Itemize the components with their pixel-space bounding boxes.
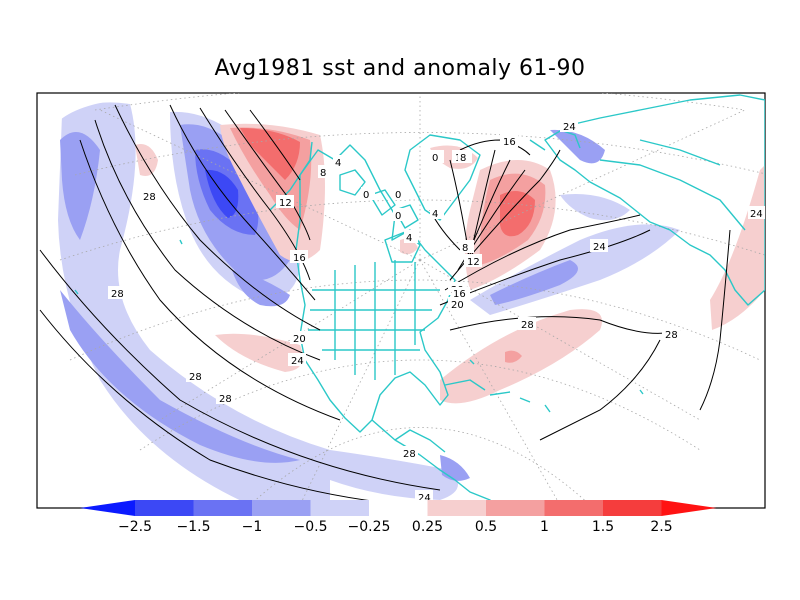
contour-label: 4	[432, 209, 438, 220]
contour-label: 8	[320, 168, 326, 179]
contour-label: 28	[189, 372, 202, 383]
contour-label: 4	[406, 233, 412, 244]
colorbar-tick-label: −0.25	[348, 519, 391, 535]
map-title: Avg1981 sst and anomaly 61-90	[214, 56, 586, 81]
colorbar-tick-label: −0.5	[294, 519, 328, 535]
colorbar-segment	[310, 500, 369, 516]
contour-label: 20	[293, 334, 306, 345]
contour-label: 28	[111, 289, 124, 300]
colorbar-segment	[369, 500, 428, 516]
contour-label: 24	[593, 242, 606, 253]
anomaly-region	[135, 144, 158, 176]
contour-label: 24	[291, 356, 304, 367]
contour-label: 24	[750, 209, 763, 220]
anomaly-region	[205, 169, 239, 218]
anomaly-shading	[58, 102, 765, 505]
anomaly-region	[60, 132, 100, 240]
sst-contours	[39, 104, 731, 508]
colorbar-tick-label: 0.25	[412, 519, 443, 535]
anomaly-region	[505, 350, 522, 363]
contour-label: 24	[418, 493, 431, 504]
anomaly-region	[500, 191, 535, 237]
anomaly-region	[60, 290, 300, 463]
contour-label: 16	[503, 137, 516, 148]
contour-label: 0	[363, 190, 369, 201]
contour-label: 0	[395, 211, 401, 222]
colorbar-segment	[544, 500, 603, 516]
anomaly-region	[560, 194, 630, 221]
contour-label: 24	[563, 122, 576, 133]
contour-label: 0	[395, 190, 401, 201]
contour-label: 16	[293, 253, 306, 264]
colorbar-segment	[80, 500, 135, 516]
colorbar-tick-label: 2.5	[650, 519, 672, 535]
anomaly-region	[490, 260, 578, 305]
colorbar-segment	[193, 500, 252, 516]
anomaly-region	[550, 129, 605, 164]
colorbar-tick-label: 0.5	[475, 519, 497, 535]
contour-label: 8	[462, 243, 468, 254]
contour-label: 8	[460, 153, 466, 164]
colorbar-segment	[486, 500, 545, 516]
colorbar-segment	[135, 500, 194, 516]
colorbar: −2.5 −1.5 −1 −0.5 −0.25 0.25 0.5 1 1.5 2.5	[80, 500, 717, 535]
contour-label: 28	[143, 192, 156, 203]
colorbar-tick-label: −2.5	[118, 519, 152, 535]
anomaly-region	[232, 270, 290, 307]
contour-label: 28	[521, 320, 534, 331]
colorbar-segment	[252, 500, 311, 516]
contour-labels: 28 28 28 28 28 28 28 24 24 24 24 20 20	[108, 119, 765, 504]
colorbar-tick-label: −1	[242, 519, 263, 535]
contour-label: 4	[335, 158, 341, 169]
contour-label: 16	[453, 289, 466, 300]
colorbar-tick-label: −1.5	[177, 519, 211, 535]
contour-label: 20	[451, 300, 464, 311]
contour-label: 28	[403, 449, 416, 460]
contour-label: 0	[432, 153, 438, 164]
anomaly-region	[240, 128, 300, 180]
coastlines	[74, 94, 765, 508]
colorbar-segment	[661, 500, 717, 516]
contour-label: 28	[665, 330, 678, 341]
anomaly-region	[58, 102, 330, 505]
colorbar-segment	[427, 500, 486, 516]
colorbar-tick-label: 1	[540, 519, 549, 535]
contour-label: 12	[279, 198, 292, 209]
contour-label: 12	[467, 257, 480, 268]
graticule	[59, 93, 765, 506]
colorbar-tick-label: 1.5	[592, 519, 614, 535]
colorbar-segment	[603, 500, 662, 516]
contour-label: 28	[219, 394, 232, 405]
